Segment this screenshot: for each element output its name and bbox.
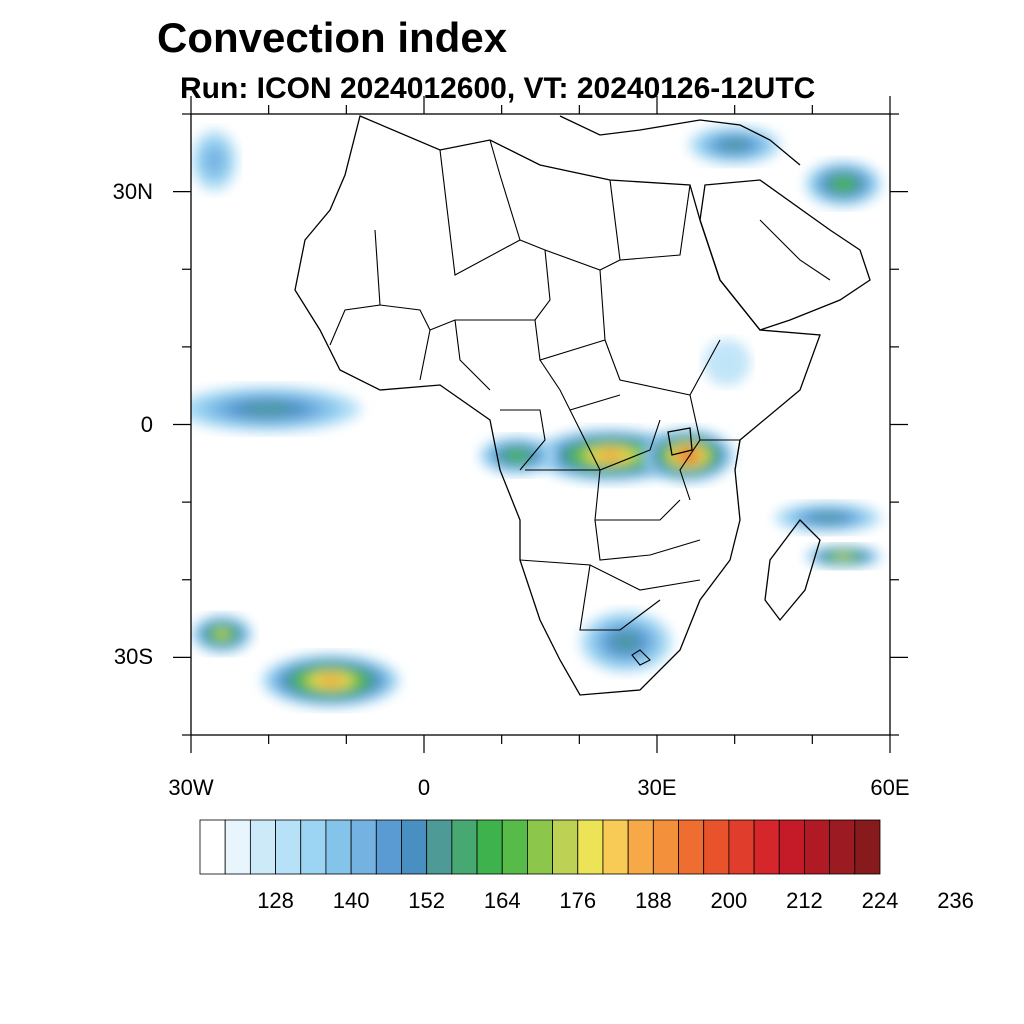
region-sw-atlantic-band [191,614,254,654]
colorbar-tick-label: 152 [408,888,446,913]
figure-subtitle: Run: ICON 2024012600, VT: 20240126-12UTC [180,72,816,105]
colorbar-swatch [552,819,579,875]
colorbar-swatch [602,819,629,875]
colorbar-swatch [854,819,881,875]
colorbar-tick-label: 236 [937,888,974,913]
colorbar-swatch [527,819,553,875]
region-iran-convection [804,160,883,208]
region-gabon-convection [478,436,557,475]
region-southern-africa [579,610,673,673]
africa-coastline [294,115,821,696]
europe-coastline [559,115,801,166]
colorbar-swatch [350,819,377,875]
colorbar-swatch [375,819,402,875]
arabia-coastline [699,179,871,331]
colorbar-swatch [224,819,251,875]
lon-label: 30W [168,775,214,800]
colorbar-swatch [451,819,478,875]
lat-label: 30S [113,644,153,670]
colorbar-tick-label: 128 [257,888,294,913]
colorbar-swatch [627,819,654,875]
colorbar-tick-label: 176 [559,888,597,913]
region-south-atlantic-storm [260,653,401,708]
colorbar-tick-label: 212 [786,888,823,913]
colorbar-swatch [501,819,528,875]
lat-label: 0 [140,411,153,437]
axis-ticks [173,96,908,753]
colorbar-swatch [804,819,831,875]
colorbar-swatch [577,819,604,875]
region-nw-atlantic [191,129,238,192]
country-borders [329,139,831,666]
lon-label: 0 [417,775,431,800]
colorbar-swatch [199,819,226,875]
lon-label: 60E [870,775,910,800]
colorbar-swatch [325,819,352,875]
region-equatorial-atlantic-band [191,385,362,433]
region-madagascar-east [804,544,883,569]
colorbar-swatch [778,819,805,875]
colorbar-swatch [652,819,679,875]
colorbar-tick-label: 164 [483,888,521,913]
colorbar-swatch [401,819,428,875]
region-lake-victoria-convection [641,428,735,483]
colorbar-swatch [476,819,503,875]
lake-victoria [667,427,693,456]
colorbar-swatch [275,819,302,875]
colorbar-tick-label: 188 [634,888,672,913]
colorbar-swatch [728,819,755,875]
lon-label: 30E [637,775,677,800]
colorbar-swatch [753,819,780,875]
colorbar-swatch [426,819,453,875]
colorbar-swatch [300,819,327,875]
colorbar-tick-label: 224 [861,888,899,913]
region-levant-convection [688,125,782,165]
madagascar-coastline [764,519,821,622]
coastline-layer [294,115,871,696]
region-ethiopia-highlands [703,339,751,386]
colorbar-swatch [703,819,730,875]
lat-label: 30N [112,178,153,204]
region-indian-ocean-band [773,502,883,534]
colorbar-swatch [829,819,856,875]
colorbar-swatch [678,819,705,875]
figure-title: Convection index [157,14,508,61]
convection-field-layer [191,125,883,708]
colorbar-tick-label: 140 [332,888,370,913]
colorbar-swatch [249,819,276,875]
colorbar [199,819,881,875]
colorbar-tick-label: 200 [710,888,748,913]
